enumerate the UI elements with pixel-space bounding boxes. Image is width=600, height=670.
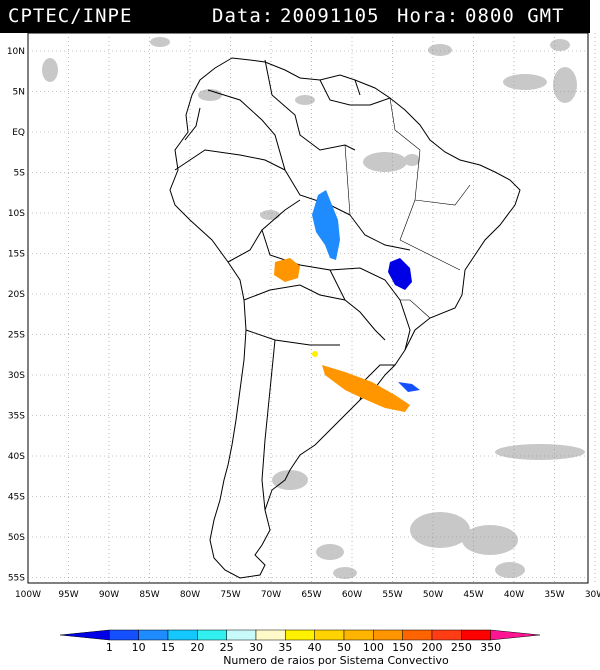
- lat-label: 45S: [8, 493, 25, 503]
- legend-swatch: [373, 629, 403, 641]
- system-yellow: [312, 351, 318, 357]
- lon-label: 85W: [139, 590, 159, 600]
- state-borders: [344, 97, 471, 319]
- color-legend: 1 10 15 20 25 30 35 40 50 100 150 200 250 350: [59, 629, 541, 654]
- legend-tick: 40: [308, 641, 322, 654]
- lat-label: 25S: [8, 331, 25, 341]
- coastlines: [169, 57, 521, 579]
- hour-label: Hora:: [397, 5, 460, 27]
- map-header: CPTEC/INPE Data: 20091105 Hora: 0800 GMT: [0, 0, 590, 33]
- legend-swatch: [461, 629, 491, 641]
- lat-label: EQ: [12, 128, 25, 138]
- lon-label: 45W: [463, 590, 483, 600]
- lat-label: 10N: [7, 47, 25, 57]
- lon-label: 80W: [180, 590, 200, 600]
- lon-label: 75W: [220, 590, 240, 600]
- agency-label: CPTEC/INPE: [8, 5, 133, 27]
- legend-swatch: [314, 629, 345, 641]
- system-orange-bolivia: [274, 258, 300, 282]
- lat-lon-grid: [28, 33, 596, 583]
- lat-label: 5N: [13, 88, 25, 98]
- legend-swatch: [431, 629, 462, 641]
- legend-swatch: [255, 629, 286, 641]
- lat-label: 5S: [14, 169, 26, 179]
- legend-tick: 250: [451, 641, 472, 654]
- map-frame: [27, 33, 589, 584]
- legend-swatch: [490, 629, 541, 641]
- lon-label: 40W: [504, 590, 524, 600]
- lat-label: 20S: [8, 290, 25, 300]
- legend-title: Numero de raios por Sistema Convectivo: [223, 654, 449, 667]
- lightning-map: 10N5NEQ5S10S15S20S25S30S35S40S45S50S55S …: [7, 33, 600, 667]
- legend-swatch: [138, 629, 169, 641]
- cloud-cover: [42, 37, 585, 579]
- latitude-labels: 10N 5N EQ 5S 10S 15S 20S 25S 30S 35S 40S 45S 50S 55S: [7, 47, 25, 584]
- legend-tick: 20: [190, 641, 204, 654]
- system-darkblue-east: [388, 258, 412, 290]
- legend-tick: 100: [363, 641, 384, 654]
- legend-tick: 30: [249, 641, 263, 654]
- legend-swatch: [197, 629, 227, 641]
- legend-tick: 35: [278, 641, 292, 654]
- legend-tick: 50: [337, 641, 351, 654]
- legend-swatch: [167, 629, 198, 641]
- convective-systems: [274, 190, 420, 412]
- legend-swatch: [109, 629, 139, 641]
- legend-tick: 25: [220, 641, 234, 654]
- lat-label: 15S: [8, 250, 25, 260]
- legend-swatch: [226, 629, 257, 641]
- longitude-labels: 100W 95W 90W 85W 80W 75W 70W 65W 60W 55W 50W 45W 40W…: [15, 590, 600, 600]
- legend-tick: 150: [392, 641, 413, 654]
- legend-tick: 10: [132, 641, 146, 654]
- lon-label: 55W: [382, 590, 402, 600]
- lat-label: 30S: [8, 371, 25, 381]
- legend-swatch: [59, 629, 110, 641]
- lat-label: 35S: [8, 412, 25, 422]
- legend-swatch: [402, 629, 433, 641]
- lon-label: 60W: [342, 590, 362, 600]
- hour-value: 0800 GMT: [465, 5, 565, 27]
- lat-label: 55S: [8, 574, 25, 584]
- lon-label: 100W: [15, 590, 41, 600]
- legend-swatch: [285, 629, 315, 641]
- lon-label: 95W: [58, 590, 78, 600]
- lon-label: 30W: [585, 590, 600, 600]
- system-blue-coast: [398, 382, 420, 392]
- lat-label: 50S: [8, 533, 25, 543]
- lon-label: 65W: [301, 590, 321, 600]
- system-orange-southern: [322, 365, 410, 412]
- lat-label: 10S: [8, 209, 25, 219]
- legend-tick: 15: [161, 641, 175, 654]
- lon-label: 90W: [99, 590, 119, 600]
- lon-label: 70W: [261, 590, 281, 600]
- lat-label: 40S: [8, 452, 25, 462]
- legend-tick: 200: [422, 641, 443, 654]
- lon-label: 50W: [423, 590, 443, 600]
- legend-tick: 1: [106, 641, 113, 654]
- system-blue-central: [312, 190, 340, 260]
- lon-label: 35W: [544, 590, 564, 600]
- date-label: Data:: [212, 5, 275, 27]
- legend-tick: 350: [480, 641, 501, 654]
- legend-swatch: [343, 629, 374, 641]
- date-value: 20091105: [280, 5, 380, 27]
